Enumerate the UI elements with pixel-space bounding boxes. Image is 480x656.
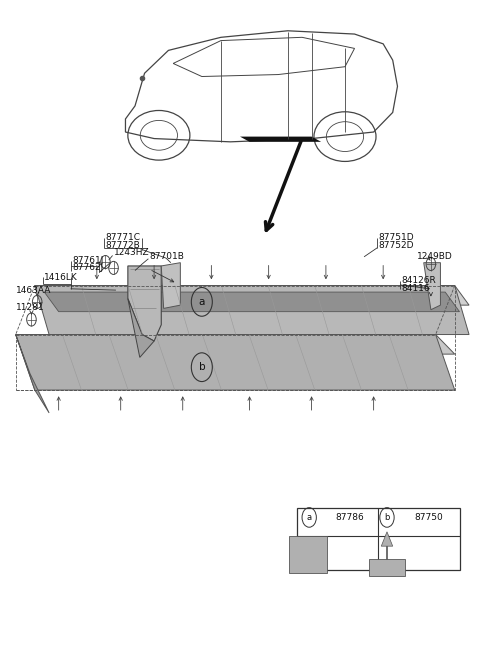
Text: 1463AA: 1463AA — [16, 285, 51, 295]
Text: 87701B: 87701B — [149, 252, 184, 260]
Polygon shape — [424, 262, 441, 310]
Polygon shape — [240, 136, 321, 142]
Text: 11281: 11281 — [16, 302, 44, 312]
Text: 87751D: 87751D — [378, 234, 414, 242]
Text: b: b — [384, 513, 390, 522]
Text: 87762J: 87762J — [72, 264, 103, 272]
Text: 84126R: 84126R — [401, 276, 436, 285]
Polygon shape — [35, 285, 469, 335]
Polygon shape — [35, 285, 469, 305]
Polygon shape — [16, 335, 49, 413]
Polygon shape — [16, 335, 455, 390]
Polygon shape — [16, 335, 455, 354]
Polygon shape — [128, 298, 154, 358]
FancyBboxPatch shape — [288, 537, 327, 573]
Text: a: a — [199, 297, 205, 307]
Text: 87761J: 87761J — [72, 256, 103, 265]
Polygon shape — [44, 292, 459, 312]
Text: a: a — [307, 513, 312, 522]
Text: 1243HZ: 1243HZ — [114, 249, 149, 257]
Text: 87752D: 87752D — [378, 241, 414, 249]
Text: 87772B: 87772B — [106, 241, 141, 249]
Polygon shape — [381, 532, 393, 546]
Text: 87750: 87750 — [414, 513, 443, 522]
Text: 84116: 84116 — [401, 283, 430, 293]
Text: 1416LK: 1416LK — [44, 272, 78, 281]
Polygon shape — [161, 262, 180, 308]
Text: 1249BD: 1249BD — [417, 252, 452, 260]
Polygon shape — [128, 266, 161, 341]
Text: b: b — [199, 362, 205, 372]
FancyBboxPatch shape — [369, 559, 405, 575]
Text: 87786: 87786 — [336, 513, 364, 522]
Text: 87771C: 87771C — [106, 234, 141, 242]
